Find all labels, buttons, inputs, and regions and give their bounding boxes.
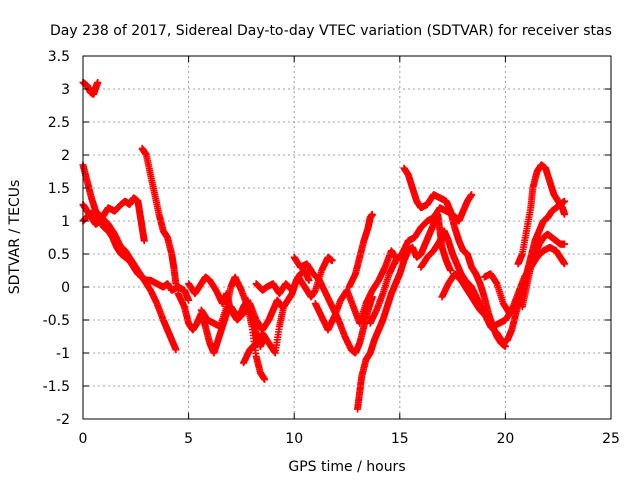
y-tick-label: 2.5 bbox=[48, 115, 70, 131]
y-tick-label: -0.5 bbox=[43, 313, 70, 329]
series-arc-14 bbox=[345, 210, 376, 291]
data-point bbox=[328, 257, 336, 265]
series-arc-20 bbox=[514, 161, 569, 268]
x-axis-label: GPS time / hours bbox=[288, 459, 405, 475]
y-tick-label: -1.5 bbox=[43, 379, 70, 395]
x-tick-label: 10 bbox=[285, 431, 303, 447]
x-tick-label: 5 bbox=[184, 431, 193, 447]
data-point bbox=[561, 210, 569, 218]
series-arc-5 bbox=[138, 144, 180, 288]
data-point bbox=[561, 260, 569, 268]
y-tick-label: -1 bbox=[56, 346, 70, 362]
chart-title: Day 238 of 2017, Sidereal Day-to-day VTE… bbox=[50, 23, 612, 39]
x-tick-label: 15 bbox=[391, 431, 409, 447]
data-point bbox=[561, 240, 569, 248]
plot-area-border bbox=[82, 55, 612, 420]
series-arc-15 bbox=[366, 191, 476, 327]
y-tick-label: 3 bbox=[61, 82, 70, 98]
y-tick-label: 1.5 bbox=[48, 181, 70, 197]
x-tick-label: 20 bbox=[496, 431, 514, 447]
x-tick-label: 25 bbox=[602, 431, 620, 447]
data-point bbox=[261, 375, 269, 383]
grid bbox=[83, 56, 611, 419]
y-tick-labels: -2 -1.5 -1 -0.5 0 0.5 1 1.5 2 2.5 3 3.5 bbox=[43, 49, 70, 428]
y-tick-label: 3.5 bbox=[48, 49, 70, 65]
y-axis-label: SDTVAR / TECUs bbox=[7, 180, 23, 295]
series-arc-4 bbox=[79, 207, 180, 354]
y-tick-label: 0.5 bbox=[48, 247, 70, 263]
x-tick-label: 0 bbox=[79, 431, 88, 447]
y-tick-label: -2 bbox=[56, 412, 70, 428]
series-arc-11 bbox=[290, 253, 376, 357]
data-point bbox=[305, 276, 313, 284]
y-tick-label: 1 bbox=[61, 214, 70, 230]
data-point bbox=[468, 191, 476, 199]
data-point bbox=[368, 210, 376, 218]
data-markers bbox=[79, 78, 569, 413]
data-point bbox=[140, 237, 148, 245]
series-arc-10 bbox=[252, 253, 336, 301]
data-point bbox=[172, 280, 180, 288]
series-arc-8 bbox=[197, 273, 269, 383]
data-point bbox=[94, 78, 102, 86]
x-tick-labels: 0 5 10 15 20 25 bbox=[79, 431, 620, 447]
series-arc-21 bbox=[518, 230, 569, 311]
y-tick-label: 2 bbox=[61, 148, 70, 164]
data-point bbox=[172, 346, 180, 354]
y-tick-label: 0 bbox=[61, 280, 70, 296]
data-point bbox=[561, 197, 569, 205]
axis-ticks bbox=[82, 55, 612, 420]
data-point bbox=[446, 267, 454, 274]
data-point bbox=[185, 296, 193, 304]
series-arc-1 bbox=[79, 78, 102, 98]
